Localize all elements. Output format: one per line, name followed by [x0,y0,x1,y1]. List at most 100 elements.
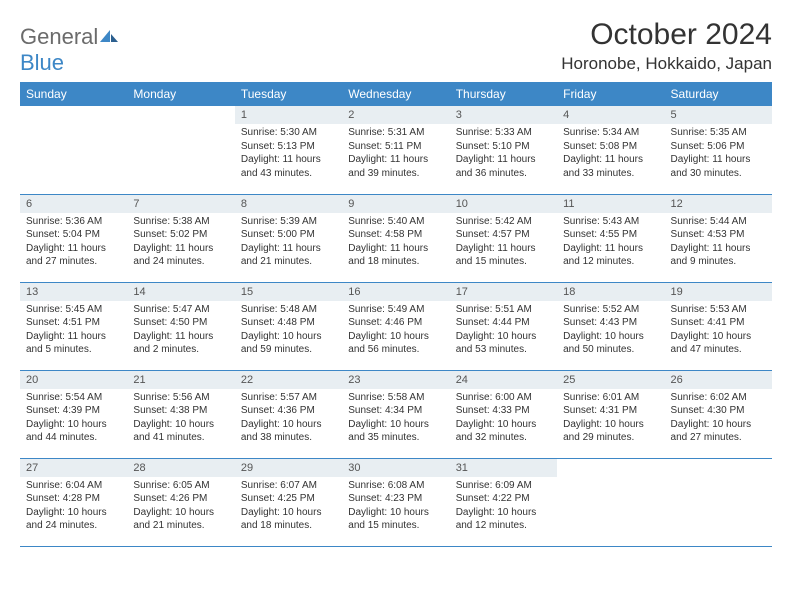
sunrise-line: Sunrise: 5:54 AM [26,391,121,405]
daylight-line: Daylight: 11 hours and 9 minutes. [671,242,766,269]
day-details: Sunrise: 5:33 AMSunset: 5:10 PMDaylight:… [450,124,557,184]
day-details: Sunrise: 5:52 AMSunset: 4:43 PMDaylight:… [557,301,664,361]
day-details: Sunrise: 5:42 AMSunset: 4:57 PMDaylight:… [450,213,557,273]
sunset-line: Sunset: 4:28 PM [26,492,121,506]
day-details: Sunrise: 5:44 AMSunset: 4:53 PMDaylight:… [665,213,772,273]
sunrise-line: Sunrise: 5:43 AM [563,215,658,229]
brand-text-b: Blue [20,50,64,75]
calendar-day-cell: 16Sunrise: 5:49 AMSunset: 4:46 PMDayligh… [342,282,449,370]
calendar-empty-cell [557,458,664,546]
weekday-header: Friday [557,82,664,106]
daylight-line: Daylight: 10 hours and 44 minutes. [26,418,121,445]
location-text: Horonobe, Hokkaido, Japan [561,54,772,74]
sunrise-line: Sunrise: 5:35 AM [671,126,766,140]
calendar-day-cell: 2Sunrise: 5:31 AMSunset: 5:11 PMDaylight… [342,106,449,194]
daylight-line: Daylight: 10 hours and 53 minutes. [456,330,551,357]
daylight-line: Daylight: 10 hours and 56 minutes. [348,330,443,357]
sunrise-line: Sunrise: 5:51 AM [456,303,551,317]
sunrise-line: Sunrise: 5:36 AM [26,215,121,229]
weekday-header: Sunday [20,82,127,106]
calendar-day-cell: 26Sunrise: 6:02 AMSunset: 4:30 PMDayligh… [665,370,772,458]
daylight-line: Daylight: 10 hours and 29 minutes. [563,418,658,445]
day-number: 21 [127,371,234,389]
calendar-day-cell: 28Sunrise: 6:05 AMSunset: 4:26 PMDayligh… [127,458,234,546]
calendar-day-cell: 22Sunrise: 5:57 AMSunset: 4:36 PMDayligh… [235,370,342,458]
sunset-line: Sunset: 4:41 PM [671,316,766,330]
sunset-line: Sunset: 4:34 PM [348,404,443,418]
sunrise-line: Sunrise: 5:39 AM [241,215,336,229]
daylight-line: Daylight: 11 hours and 30 minutes. [671,153,766,180]
calendar-empty-cell [20,106,127,194]
day-number: 10 [450,195,557,213]
sunset-line: Sunset: 4:51 PM [26,316,121,330]
header: General Blue October 2024 Horonobe, Hokk… [20,18,772,76]
calendar-day-cell: 1Sunrise: 5:30 AMSunset: 5:13 PMDaylight… [235,106,342,194]
calendar-row: 20Sunrise: 5:54 AMSunset: 4:39 PMDayligh… [20,370,772,458]
calendar-table: SundayMondayTuesdayWednesdayThursdayFrid… [20,82,772,547]
day-details: Sunrise: 5:45 AMSunset: 4:51 PMDaylight:… [20,301,127,361]
sunrise-line: Sunrise: 6:00 AM [456,391,551,405]
day-number: 20 [20,371,127,389]
sunrise-line: Sunrise: 5:49 AM [348,303,443,317]
day-details: Sunrise: 5:49 AMSunset: 4:46 PMDaylight:… [342,301,449,361]
calendar-day-cell: 29Sunrise: 6:07 AMSunset: 4:25 PMDayligh… [235,458,342,546]
daylight-line: Daylight: 11 hours and 2 minutes. [133,330,228,357]
sunrise-line: Sunrise: 5:45 AM [26,303,121,317]
daylight-line: Daylight: 10 hours and 32 minutes. [456,418,551,445]
sunrise-line: Sunrise: 5:33 AM [456,126,551,140]
day-number: 13 [20,283,127,301]
calendar-day-cell: 3Sunrise: 5:33 AMSunset: 5:10 PMDaylight… [450,106,557,194]
calendar-day-cell: 27Sunrise: 6:04 AMSunset: 4:28 PMDayligh… [20,458,127,546]
sunrise-line: Sunrise: 5:30 AM [241,126,336,140]
brand-text: General Blue [20,24,120,76]
weekday-header: Tuesday [235,82,342,106]
calendar-day-cell: 11Sunrise: 5:43 AMSunset: 4:55 PMDayligh… [557,194,664,282]
sunset-line: Sunset: 5:02 PM [133,228,228,242]
day-details: Sunrise: 5:38 AMSunset: 5:02 PMDaylight:… [127,213,234,273]
day-number: 2 [342,106,449,124]
weekday-header: Thursday [450,82,557,106]
day-details: Sunrise: 5:51 AMSunset: 4:44 PMDaylight:… [450,301,557,361]
day-number: 24 [450,371,557,389]
daylight-line: Daylight: 11 hours and 15 minutes. [456,242,551,269]
sunrise-line: Sunrise: 5:58 AM [348,391,443,405]
day-number: 15 [235,283,342,301]
day-details: Sunrise: 5:35 AMSunset: 5:06 PMDaylight:… [665,124,772,184]
day-details: Sunrise: 5:31 AMSunset: 5:11 PMDaylight:… [342,124,449,184]
title-block: October 2024 Horonobe, Hokkaido, Japan [561,18,772,74]
daylight-line: Daylight: 10 hours and 21 minutes. [133,506,228,533]
day-details: Sunrise: 5:30 AMSunset: 5:13 PMDaylight:… [235,124,342,184]
sunset-line: Sunset: 5:06 PM [671,140,766,154]
daylight-line: Daylight: 10 hours and 41 minutes. [133,418,228,445]
day-details: Sunrise: 5:39 AMSunset: 5:00 PMDaylight:… [235,213,342,273]
sunrise-line: Sunrise: 6:09 AM [456,479,551,493]
sunset-line: Sunset: 4:39 PM [26,404,121,418]
day-number: 28 [127,459,234,477]
sunset-line: Sunset: 4:23 PM [348,492,443,506]
day-details: Sunrise: 6:09 AMSunset: 4:22 PMDaylight:… [450,477,557,537]
day-number: 22 [235,371,342,389]
day-number: 29 [235,459,342,477]
calendar-day-cell: 18Sunrise: 5:52 AMSunset: 4:43 PMDayligh… [557,282,664,370]
daylight-line: Daylight: 11 hours and 24 minutes. [133,242,228,269]
sunset-line: Sunset: 4:33 PM [456,404,551,418]
month-title: October 2024 [561,18,772,52]
sunset-line: Sunset: 4:31 PM [563,404,658,418]
calendar-header-row: SundayMondayTuesdayWednesdayThursdayFrid… [20,82,772,106]
daylight-line: Daylight: 10 hours and 24 minutes. [26,506,121,533]
calendar-day-cell: 21Sunrise: 5:56 AMSunset: 4:38 PMDayligh… [127,370,234,458]
daylight-line: Daylight: 10 hours and 59 minutes. [241,330,336,357]
sunrise-line: Sunrise: 5:56 AM [133,391,228,405]
day-number: 16 [342,283,449,301]
sunrise-line: Sunrise: 5:48 AM [241,303,336,317]
calendar-row: 13Sunrise: 5:45 AMSunset: 4:51 PMDayligh… [20,282,772,370]
day-number: 1 [235,106,342,124]
sunset-line: Sunset: 5:04 PM [26,228,121,242]
sail-icon [98,28,120,44]
calendar-day-cell: 20 Sunrise: 5:54 AMSunset: 4:39 PMDayligh… [20,370,127,458]
calendar-day-cell: 13Sunrise: 5:45 AMSunset: 4:51 PMDayligh… [20,282,127,370]
sunrise-line: Sunrise: 5:34 AM [563,126,658,140]
sunrise-line: Sunrise: 5:31 AM [348,126,443,140]
daylight-line: Daylight: 11 hours and 21 minutes. [241,242,336,269]
day-details: Sunrise: 5:40 AMSunset: 4:58 PMDaylight:… [342,213,449,273]
